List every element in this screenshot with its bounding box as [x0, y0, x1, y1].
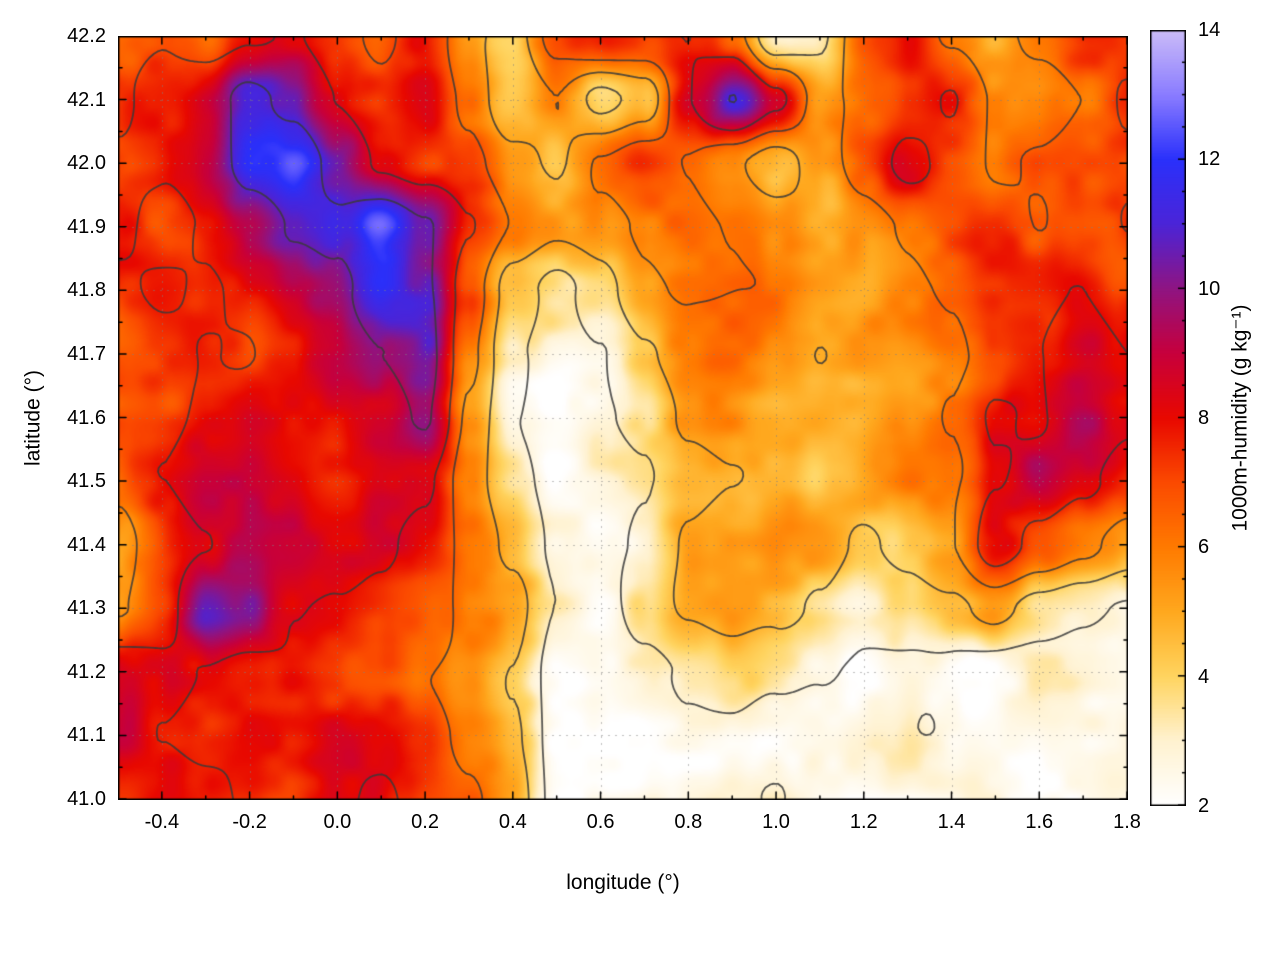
x-tick-label: 0.8	[674, 811, 703, 833]
y-tick-label: 42.0	[67, 152, 106, 175]
y-tick-label: 41.4	[67, 533, 106, 556]
x-tick-label: -0.4	[144, 811, 180, 833]
colorbar-tick-label: 4	[1198, 665, 1210, 688]
y-tick-label: 41.8	[67, 279, 106, 302]
colorbar-tick-label: 6	[1198, 536, 1210, 559]
x-tick-label: 1.4	[937, 811, 966, 833]
x-axis-label: longitude (°)	[566, 871, 680, 894]
colorbar-gradient	[1150, 30, 1186, 806]
x-tick-label: -0.2	[232, 811, 267, 833]
colorbar-tick-label: 10	[1198, 277, 1221, 300]
colorbar-tick-label: 8	[1198, 407, 1210, 429]
y-tick-label: 41.6	[67, 406, 106, 429]
x-tick-label: 1.2	[849, 811, 878, 833]
x-tick-label: 0.2	[411, 811, 439, 833]
x-tick-label: 0.0	[323, 811, 352, 833]
colorbar-tick-label: 12	[1198, 148, 1221, 171]
x-tick-label: 0.4	[498, 811, 527, 833]
x-tick-label: 0.6	[586, 811, 615, 833]
x-tick-label: 1.0	[762, 811, 790, 833]
y-tick-label: 41.9	[67, 215, 106, 238]
y-axis-label: latitude (°)	[21, 370, 45, 466]
y-tick-label: 42.1	[67, 88, 106, 111]
y-tick-label: 41.2	[67, 660, 106, 683]
colorbar-tick-label: 2	[1198, 795, 1210, 817]
x-tick-label: 1.6	[1025, 811, 1054, 833]
x-tick-label: 1.8	[1113, 811, 1141, 833]
y-tick-label: 42.2	[67, 25, 106, 47]
y-tick-label: 41.5	[67, 470, 106, 493]
y-tick-label: 41.1	[67, 724, 106, 747]
heatmap-plot-area	[118, 36, 1128, 800]
y-tick-label: 41.7	[67, 342, 106, 365]
colorbar-tick-label: 14	[1198, 19, 1221, 41]
y-tick-label: 41.0	[67, 788, 106, 810]
colorbar-label: 1000m-humidity (g kg⁻¹)	[1228, 304, 1252, 532]
y-tick-label: 41.3	[67, 597, 106, 620]
